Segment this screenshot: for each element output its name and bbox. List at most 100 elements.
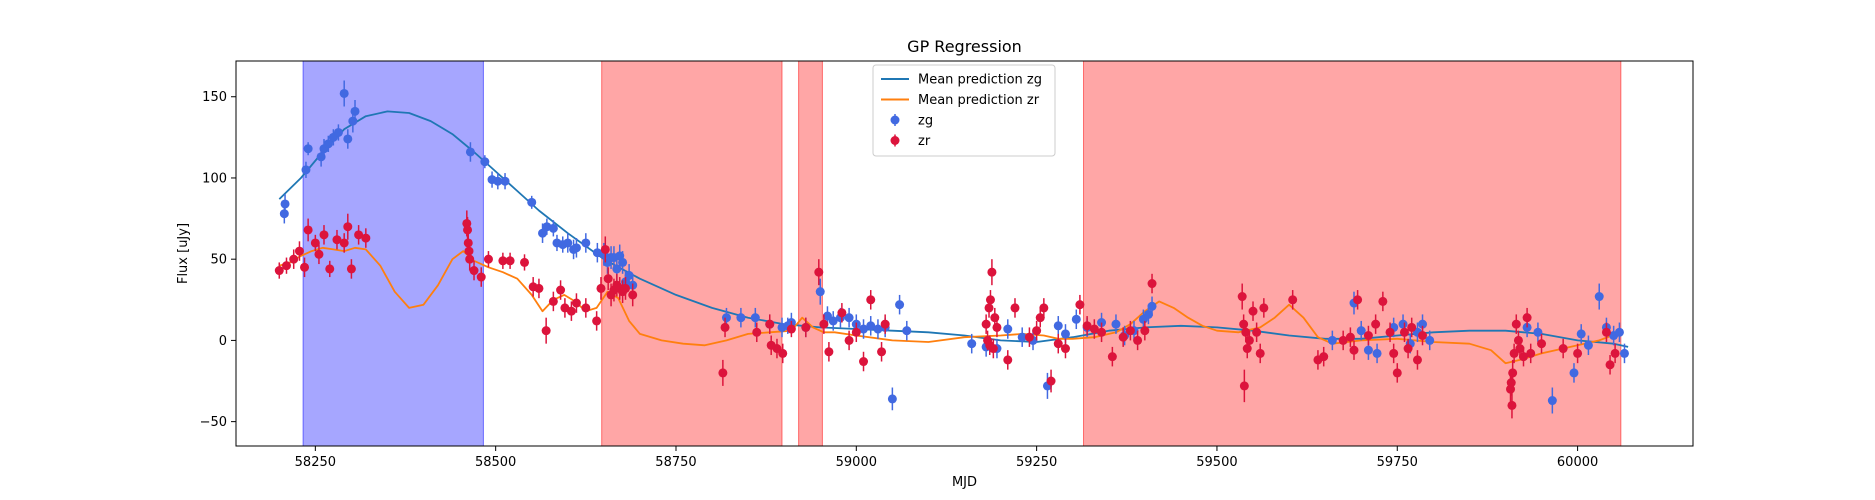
marker-zg	[1594, 292, 1604, 302]
marker-zg	[339, 88, 349, 98]
marker-zg	[844, 313, 854, 323]
data-point-zg	[1003, 319, 1013, 339]
data-point-zr	[1046, 369, 1056, 393]
marker-zg	[624, 270, 634, 280]
marker-zr	[1107, 352, 1117, 362]
data-point-zr	[1032, 320, 1042, 341]
marker-zr	[720, 322, 730, 332]
marker-zr	[1392, 368, 1402, 378]
data-point-zr	[1508, 359, 1518, 386]
data-point-zr	[1371, 314, 1381, 334]
marker-zr	[354, 230, 364, 240]
data-point-zg	[1425, 330, 1435, 351]
marker-zg	[1569, 368, 1579, 378]
data-point-zg	[736, 307, 746, 328]
data-point-zr	[844, 330, 854, 351]
legend-box	[872, 64, 1056, 157]
marker-zr	[1118, 332, 1128, 342]
marker-zr	[339, 238, 349, 248]
marker-zr	[571, 298, 581, 308]
marker-zg	[1060, 329, 1070, 339]
marker-zr	[859, 357, 869, 367]
marker-zr	[1039, 303, 1049, 313]
marker-zr	[1537, 339, 1547, 349]
data-point-zg	[815, 278, 825, 305]
marker-zr	[592, 316, 602, 326]
marker-zg	[1147, 301, 1157, 311]
data-point-zr	[1244, 330, 1254, 351]
legend-label: Mean prediction zr	[918, 93, 1040, 108]
data-point-zg	[500, 173, 510, 190]
marker-zr	[1511, 319, 1521, 329]
data-point-zg	[323, 135, 333, 152]
marker-zg	[721, 313, 731, 323]
marker-zr	[556, 285, 566, 295]
data-point-zr	[1147, 273, 1157, 294]
data-point-zr	[1378, 291, 1388, 312]
marker-zg	[303, 144, 313, 154]
marker-zg	[333, 127, 343, 137]
data-point-zr	[1255, 343, 1265, 364]
data-point-zg	[527, 195, 537, 209]
marker-zr	[332, 235, 342, 245]
marker-zr	[1010, 303, 1020, 313]
data-point-zr	[1338, 330, 1348, 351]
marker-zr	[325, 264, 335, 274]
data-point-zg	[859, 319, 869, 339]
data-point-zr	[1511, 314, 1521, 334]
data-point-zr	[592, 311, 602, 331]
data-point-zg	[750, 307, 760, 328]
legend-entry-zg-mean: Mean prediction zg	[881, 73, 1042, 88]
marker-zr	[752, 327, 762, 337]
data-point-zr	[548, 291, 558, 312]
marker-zg	[563, 238, 573, 248]
data-point-zr	[1392, 363, 1402, 383]
data-point-zg	[1356, 320, 1366, 341]
shaded-interval-zr	[601, 61, 783, 446]
data-point-zr	[281, 257, 291, 274]
marker-zr	[1032, 326, 1042, 336]
marker-zg	[1614, 327, 1624, 337]
marker-zr	[1237, 292, 1247, 302]
marker-zg	[1327, 335, 1337, 345]
data-point-zr	[343, 213, 353, 240]
data-point-zr	[620, 277, 630, 300]
data-point-zg	[1583, 335, 1593, 356]
x-tick-label: 58750	[655, 455, 696, 470]
data-point-zr	[1507, 392, 1517, 419]
data-point-zr	[1537, 333, 1547, 354]
marker-zg	[1418, 319, 1428, 329]
marker-zr	[1515, 344, 1525, 354]
data-point-zg	[350, 99, 360, 123]
marker-zg	[859, 324, 869, 334]
x-tick-label: 59750	[1377, 455, 1418, 470]
marker-zr	[981, 319, 991, 329]
marker-zr	[289, 254, 299, 264]
mean-prediction-line-zr	[279, 246, 1622, 365]
marker-zg	[1547, 396, 1557, 406]
data-point-zr	[469, 260, 479, 281]
marker-zr	[620, 283, 630, 293]
data-point-zr	[801, 317, 811, 338]
marker-zr	[1244, 335, 1254, 345]
legend-marker-swatch	[890, 115, 900, 125]
data-point-zr	[556, 280, 566, 300]
data-point-zr	[981, 314, 991, 334]
marker-zr	[877, 347, 887, 357]
marker-zr	[1255, 348, 1265, 358]
data-point-zr	[877, 342, 887, 362]
marker-zr	[1140, 326, 1150, 336]
legend-entry-zr-mean: Mean prediction zr	[881, 93, 1040, 108]
data-point-zr	[778, 343, 788, 364]
marker-zg	[1111, 319, 1121, 329]
data-point-zr	[1319, 346, 1329, 367]
data-point-zr	[566, 301, 576, 321]
marker-zr	[1353, 295, 1363, 305]
marker-zg	[902, 326, 912, 336]
marker-zr	[1097, 327, 1107, 337]
data-point-zr	[1399, 322, 1409, 343]
marker-zg	[1363, 345, 1373, 355]
marker-zr	[1075, 300, 1085, 310]
data-point-zg	[571, 238, 581, 258]
